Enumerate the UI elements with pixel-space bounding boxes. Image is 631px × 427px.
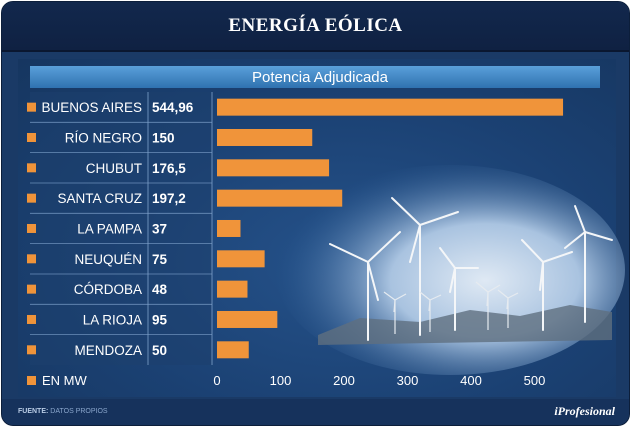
x-tick-label: 400	[460, 373, 482, 388]
footer-bar	[2, 399, 629, 425]
unit-bullet	[27, 376, 36, 385]
value-label: 176,5	[152, 161, 186, 176]
x-tick-label: 200	[333, 373, 355, 388]
category-label: NEUQUÉN	[74, 252, 142, 267]
bar	[217, 310, 278, 328]
bar	[217, 250, 265, 268]
bar	[217, 128, 313, 146]
row-bullet	[27, 314, 36, 324]
value-label: 48	[152, 282, 168, 297]
category-label: CHUBUT	[86, 161, 142, 176]
row-bullet	[27, 163, 36, 173]
unit-note: EN MW	[42, 373, 88, 388]
bar	[217, 280, 248, 298]
wind-turbines-image	[275, 165, 625, 375]
bar	[217, 189, 343, 207]
title-bar: ENERGÍA EÓLICA	[2, 2, 629, 52]
value-label: 150	[152, 130, 175, 145]
row-bullet	[27, 102, 36, 112]
row-bullet	[27, 193, 36, 203]
value-label: 197,2	[152, 191, 186, 206]
row-bullet	[27, 345, 36, 355]
category-label: SANTA CRUZ	[57, 191, 142, 206]
x-tick-label: 100	[270, 373, 292, 388]
x-tick-label: 0	[213, 373, 220, 388]
bar	[217, 219, 241, 237]
value-column	[148, 92, 212, 365]
source-text: DATOS PROPIOS	[50, 408, 108, 415]
row-bullet	[27, 254, 36, 264]
category-label: LA PAMPA	[77, 221, 142, 236]
value-label: 95	[152, 312, 168, 327]
category-label: LA RIOJA	[83, 312, 142, 327]
category-column	[30, 92, 148, 365]
category-label: BUENOS AIRES	[41, 100, 142, 115]
source-note: FUENTE: DATOS PROPIOS	[18, 408, 108, 415]
value-label: 544,96	[152, 100, 194, 115]
chart-title-band	[30, 66, 600, 88]
row-bullet	[27, 223, 36, 233]
value-label: 50	[152, 343, 167, 358]
value-label: 75	[152, 252, 168, 267]
category-label: RÍO NEGRO	[65, 130, 142, 145]
row-bullet	[27, 132, 36, 142]
row-bullet	[27, 284, 36, 294]
source-label: FUENTE:	[18, 408, 49, 415]
bar	[217, 98, 564, 116]
value-label: 37	[152, 221, 167, 236]
x-tick-label: 500	[524, 373, 546, 388]
bar	[217, 341, 249, 359]
category-label: MENDOZA	[75, 343, 143, 358]
category-label: CÓRDOBA	[74, 282, 142, 297]
bar	[217, 159, 330, 177]
chart-title: Potencia Adjudicada	[252, 69, 389, 86]
brand-logo: iProfesional	[554, 404, 615, 418]
page-title: ENERGÍA EÓLICA	[228, 15, 403, 36]
x-tick-label: 300	[397, 373, 419, 388]
